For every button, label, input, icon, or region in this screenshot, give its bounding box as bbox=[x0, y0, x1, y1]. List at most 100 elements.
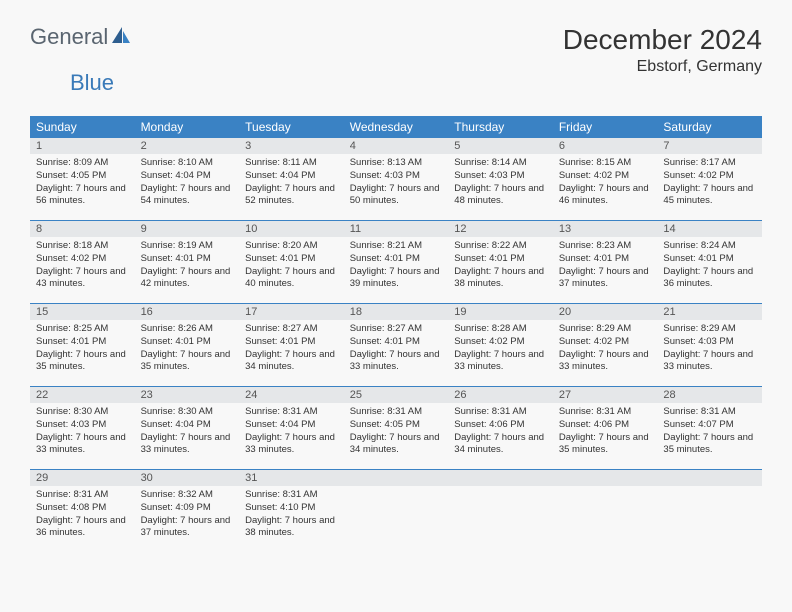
day-cell: 23Sunrise: 8:30 AMSunset: 4:04 PMDayligh… bbox=[135, 387, 240, 469]
sunset-line: Sunset: 4:02 PM bbox=[559, 170, 652, 183]
sunset-line: Sunset: 4:06 PM bbox=[454, 419, 547, 432]
daylight-line: Daylight: 7 hours and 34 minutes. bbox=[245, 349, 338, 375]
day-number: 21 bbox=[657, 304, 762, 320]
day-cell: 12Sunrise: 8:22 AMSunset: 4:01 PMDayligh… bbox=[448, 221, 553, 303]
sunset-line: Sunset: 4:01 PM bbox=[141, 336, 234, 349]
week-row: 22Sunrise: 8:30 AMSunset: 4:03 PMDayligh… bbox=[30, 387, 762, 470]
day-cell: 7Sunrise: 8:17 AMSunset: 4:02 PMDaylight… bbox=[657, 138, 762, 220]
day-content: Sunrise: 8:25 AMSunset: 4:01 PMDaylight:… bbox=[30, 320, 135, 379]
sunrise-line: Sunrise: 8:32 AM bbox=[141, 489, 234, 502]
day-content: Sunrise: 8:31 AMSunset: 4:04 PMDaylight:… bbox=[239, 403, 344, 462]
sunrise-line: Sunrise: 8:20 AM bbox=[245, 240, 338, 253]
day-cell: 15Sunrise: 8:25 AMSunset: 4:01 PMDayligh… bbox=[30, 304, 135, 386]
day-number: 20 bbox=[553, 304, 658, 320]
calendar: SundayMondayTuesdayWednesdayThursdayFrid… bbox=[30, 116, 762, 552]
sunrise-line: Sunrise: 8:15 AM bbox=[559, 157, 652, 170]
sunrise-line: Sunrise: 8:18 AM bbox=[36, 240, 129, 253]
daylight-line: Daylight: 7 hours and 39 minutes. bbox=[350, 266, 443, 292]
day-cell: 29Sunrise: 8:31 AMSunset: 4:08 PMDayligh… bbox=[30, 470, 135, 552]
day-cell: 4Sunrise: 8:13 AMSunset: 4:03 PMDaylight… bbox=[344, 138, 449, 220]
sunset-line: Sunset: 4:03 PM bbox=[454, 170, 547, 183]
day-content: Sunrise: 8:14 AMSunset: 4:03 PMDaylight:… bbox=[448, 154, 553, 213]
day-cell: 17Sunrise: 8:27 AMSunset: 4:01 PMDayligh… bbox=[239, 304, 344, 386]
day-cell: 21Sunrise: 8:29 AMSunset: 4:03 PMDayligh… bbox=[657, 304, 762, 386]
week-row: 8Sunrise: 8:18 AMSunset: 4:02 PMDaylight… bbox=[30, 221, 762, 304]
day-content: Sunrise: 8:09 AMSunset: 4:05 PMDaylight:… bbox=[30, 154, 135, 213]
sunset-line: Sunset: 4:04 PM bbox=[245, 419, 338, 432]
day-cell: 14Sunrise: 8:24 AMSunset: 4:01 PMDayligh… bbox=[657, 221, 762, 303]
day-cell: 18Sunrise: 8:27 AMSunset: 4:01 PMDayligh… bbox=[344, 304, 449, 386]
sunset-line: Sunset: 4:04 PM bbox=[245, 170, 338, 183]
day-cell: 30Sunrise: 8:32 AMSunset: 4:09 PMDayligh… bbox=[135, 470, 240, 552]
sunrise-line: Sunrise: 8:22 AM bbox=[454, 240, 547, 253]
day-content: Sunrise: 8:28 AMSunset: 4:02 PMDaylight:… bbox=[448, 320, 553, 379]
day-cell: 25Sunrise: 8:31 AMSunset: 4:05 PMDayligh… bbox=[344, 387, 449, 469]
daylight-line: Daylight: 7 hours and 52 minutes. bbox=[245, 183, 338, 209]
sunrise-line: Sunrise: 8:31 AM bbox=[36, 489, 129, 502]
sunrise-line: Sunrise: 8:27 AM bbox=[245, 323, 338, 336]
sunrise-line: Sunrise: 8:31 AM bbox=[454, 406, 547, 419]
sunset-line: Sunset: 4:04 PM bbox=[141, 419, 234, 432]
day-cell: 1Sunrise: 8:09 AMSunset: 4:05 PMDaylight… bbox=[30, 138, 135, 220]
day-header: Tuesday bbox=[239, 116, 344, 138]
daylight-line: Daylight: 7 hours and 36 minutes. bbox=[36, 515, 129, 541]
day-number bbox=[553, 470, 658, 486]
sunset-line: Sunset: 4:07 PM bbox=[663, 419, 756, 432]
sunrise-line: Sunrise: 8:14 AM bbox=[454, 157, 547, 170]
daylight-line: Daylight: 7 hours and 50 minutes. bbox=[350, 183, 443, 209]
day-number: 27 bbox=[553, 387, 658, 403]
sunset-line: Sunset: 4:01 PM bbox=[245, 253, 338, 266]
day-cell: 8Sunrise: 8:18 AMSunset: 4:02 PMDaylight… bbox=[30, 221, 135, 303]
day-content: Sunrise: 8:31 AMSunset: 4:10 PMDaylight:… bbox=[239, 486, 344, 545]
day-content: Sunrise: 8:29 AMSunset: 4:03 PMDaylight:… bbox=[657, 320, 762, 379]
day-headers: SundayMondayTuesdayWednesdayThursdayFrid… bbox=[30, 116, 762, 138]
day-number: 25 bbox=[344, 387, 449, 403]
daylight-line: Daylight: 7 hours and 33 minutes. bbox=[559, 349, 652, 375]
day-header: Saturday bbox=[657, 116, 762, 138]
sunset-line: Sunset: 4:03 PM bbox=[350, 170, 443, 183]
daylight-line: Daylight: 7 hours and 38 minutes. bbox=[454, 266, 547, 292]
day-cell: 9Sunrise: 8:19 AMSunset: 4:01 PMDaylight… bbox=[135, 221, 240, 303]
sunrise-line: Sunrise: 8:13 AM bbox=[350, 157, 443, 170]
day-content: Sunrise: 8:30 AMSunset: 4:03 PMDaylight:… bbox=[30, 403, 135, 462]
title-block: December 2024 Ebstorf, Germany bbox=[563, 24, 762, 76]
daylight-line: Daylight: 7 hours and 33 minutes. bbox=[141, 432, 234, 458]
daylight-line: Daylight: 7 hours and 35 minutes. bbox=[559, 432, 652, 458]
day-cell: 20Sunrise: 8:29 AMSunset: 4:02 PMDayligh… bbox=[553, 304, 658, 386]
day-cell bbox=[657, 470, 762, 552]
day-content: Sunrise: 8:18 AMSunset: 4:02 PMDaylight:… bbox=[30, 237, 135, 296]
daylight-line: Daylight: 7 hours and 40 minutes. bbox=[245, 266, 338, 292]
sunset-line: Sunset: 4:05 PM bbox=[350, 419, 443, 432]
day-cell bbox=[344, 470, 449, 552]
day-content: Sunrise: 8:22 AMSunset: 4:01 PMDaylight:… bbox=[448, 237, 553, 296]
day-cell: 11Sunrise: 8:21 AMSunset: 4:01 PMDayligh… bbox=[344, 221, 449, 303]
daylight-line: Daylight: 7 hours and 33 minutes. bbox=[245, 432, 338, 458]
daylight-line: Daylight: 7 hours and 35 minutes. bbox=[36, 349, 129, 375]
sunrise-line: Sunrise: 8:31 AM bbox=[245, 406, 338, 419]
day-number: 8 bbox=[30, 221, 135, 237]
day-cell: 19Sunrise: 8:28 AMSunset: 4:02 PMDayligh… bbox=[448, 304, 553, 386]
day-cell: 24Sunrise: 8:31 AMSunset: 4:04 PMDayligh… bbox=[239, 387, 344, 469]
sunrise-line: Sunrise: 8:17 AM bbox=[663, 157, 756, 170]
day-cell: 2Sunrise: 8:10 AMSunset: 4:04 PMDaylight… bbox=[135, 138, 240, 220]
logo-text-blue: Blue bbox=[70, 70, 114, 95]
daylight-line: Daylight: 7 hours and 46 minutes. bbox=[559, 183, 652, 209]
daylight-line: Daylight: 7 hours and 33 minutes. bbox=[36, 432, 129, 458]
week-row: 15Sunrise: 8:25 AMSunset: 4:01 PMDayligh… bbox=[30, 304, 762, 387]
day-number: 9 bbox=[135, 221, 240, 237]
sunrise-line: Sunrise: 8:30 AM bbox=[36, 406, 129, 419]
day-number: 14 bbox=[657, 221, 762, 237]
daylight-line: Daylight: 7 hours and 38 minutes. bbox=[245, 515, 338, 541]
sunset-line: Sunset: 4:01 PM bbox=[350, 336, 443, 349]
day-cell: 31Sunrise: 8:31 AMSunset: 4:10 PMDayligh… bbox=[239, 470, 344, 552]
day-number: 22 bbox=[30, 387, 135, 403]
day-number: 3 bbox=[239, 138, 344, 154]
sunset-line: Sunset: 4:02 PM bbox=[454, 336, 547, 349]
sunrise-line: Sunrise: 8:28 AM bbox=[454, 323, 547, 336]
day-number: 1 bbox=[30, 138, 135, 154]
day-number: 6 bbox=[553, 138, 658, 154]
daylight-line: Daylight: 7 hours and 34 minutes. bbox=[454, 432, 547, 458]
day-content: Sunrise: 8:10 AMSunset: 4:04 PMDaylight:… bbox=[135, 154, 240, 213]
sunrise-line: Sunrise: 8:09 AM bbox=[36, 157, 129, 170]
sunset-line: Sunset: 4:09 PM bbox=[141, 502, 234, 515]
